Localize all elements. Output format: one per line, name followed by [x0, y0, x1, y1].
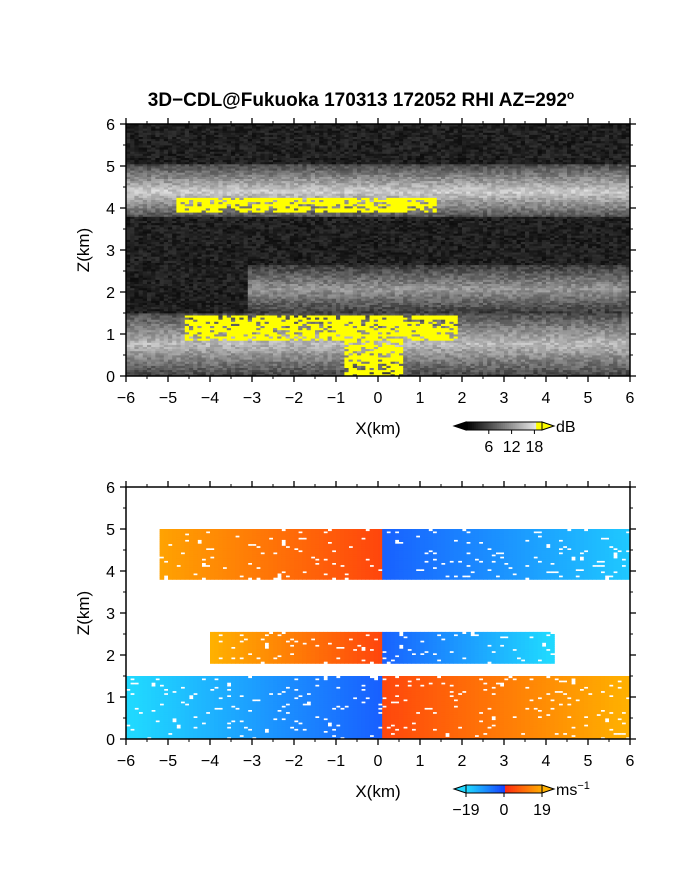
- velocity-colorbar: −19 0 19 ms−1: [452, 780, 590, 819]
- y-tick-label: 3: [106, 606, 115, 623]
- intensity-panel: −6 −5 −4 −3 −2 −1 0 1 2 3 4 5 6 0 1 2 3 4 5 6 X(km) Z(km): [74, 117, 636, 438]
- x-tick-label: −6: [117, 390, 135, 407]
- x-tick-label: 5: [584, 753, 593, 770]
- colorbar-unit: ms−1: [556, 780, 590, 799]
- x-tick-label: −5: [159, 753, 177, 770]
- colorbar-low-arrow: [452, 784, 467, 794]
- x-tick-label: 5: [584, 390, 593, 407]
- y-tick-label: 5: [106, 159, 115, 176]
- x-tick-label: 6: [626, 390, 635, 407]
- y-axis-label: Z(km): [74, 228, 93, 272]
- y-tick-label: 1: [106, 327, 115, 344]
- colorbar-tick-label: 19: [533, 802, 551, 819]
- y-tick-label: 6: [106, 117, 115, 134]
- x-tick-label: −3: [243, 390, 261, 407]
- x-tick-label: 0: [374, 390, 383, 407]
- colorbar-high-arrow: [541, 421, 556, 431]
- velocity-field: [126, 529, 631, 740]
- y-tick-label: 1: [106, 690, 115, 707]
- x-tick-label: 3: [500, 390, 509, 407]
- x-tick-label: −3: [243, 753, 261, 770]
- x-tick-label: 6: [626, 753, 635, 770]
- x-tick-label: 2: [458, 753, 467, 770]
- x-tick-label: −1: [327, 390, 345, 407]
- x-tick-label: −4: [201, 753, 219, 770]
- axis-ticks: −6 −5 −4 −3 −2 −1 0 1 2 3 4 5 6 0 1 2 3 4 5 6: [106, 117, 636, 407]
- x-tick-label: 4: [542, 753, 551, 770]
- x-tick-label: 0: [374, 753, 383, 770]
- y-axis-label: Z(km): [74, 591, 93, 635]
- y-tick-label: 2: [106, 285, 115, 302]
- x-tick-label: 3: [500, 753, 509, 770]
- colorbar-unit: dB: [556, 419, 576, 436]
- x-tick-label: −2: [285, 753, 303, 770]
- velocity-panel: −6 −5 −4 −3 −2 −1 0 1 2 3 4 5 6 0 1 2 3 4 5 6 X(km) Z(km): [74, 480, 636, 801]
- y-tick-label: 2: [106, 648, 115, 665]
- x-axis-label: X(km): [355, 782, 400, 801]
- x-tick-label: −6: [117, 753, 135, 770]
- colorbar-tick-label: −19: [452, 802, 479, 819]
- chart-title: 3D−CDL@Fukuoka 170313 172052 RHI AZ=292o: [148, 88, 575, 111]
- colorbar-tick-label: 12: [503, 439, 521, 456]
- intensity-field: [126, 124, 631, 377]
- x-tick-label: 1: [416, 753, 425, 770]
- intensity-colorbar: 6 12 18 dB: [452, 419, 576, 456]
- y-tick-label: 4: [106, 564, 115, 581]
- y-tick-label: 4: [106, 201, 115, 218]
- colorbar-tick-label: 0: [500, 802, 509, 819]
- y-tick-label: 0: [106, 732, 115, 749]
- y-tick-label: 5: [106, 522, 115, 539]
- colorbar-tick-label: 6: [484, 439, 493, 456]
- colorbar-tick-label: 18: [526, 439, 544, 456]
- x-tick-label: −1: [327, 753, 345, 770]
- colorbar-frame: [465, 421, 543, 431]
- colorbar-low-arrow: [452, 421, 467, 431]
- axis-ticks: −6 −5 −4 −3 −2 −1 0 1 2 3 4 5 6 0 1 2 3 4 5 6: [106, 480, 636, 770]
- y-tick-label: 3: [106, 243, 115, 260]
- x-tick-label: 2: [458, 390, 467, 407]
- x-tick-label: −5: [159, 390, 177, 407]
- y-tick-label: 6: [106, 480, 115, 497]
- x-tick-label: 4: [542, 390, 551, 407]
- y-tick-label: 0: [106, 369, 115, 386]
- colorbar-high-arrow: [541, 784, 556, 794]
- x-tick-label: −2: [285, 390, 303, 407]
- colorbar-bar: [466, 422, 545, 430]
- x-tick-label: −4: [201, 390, 219, 407]
- colorbar-bar: [466, 785, 545, 793]
- x-axis-label: X(km): [355, 419, 400, 438]
- x-tick-label: 1: [416, 390, 425, 407]
